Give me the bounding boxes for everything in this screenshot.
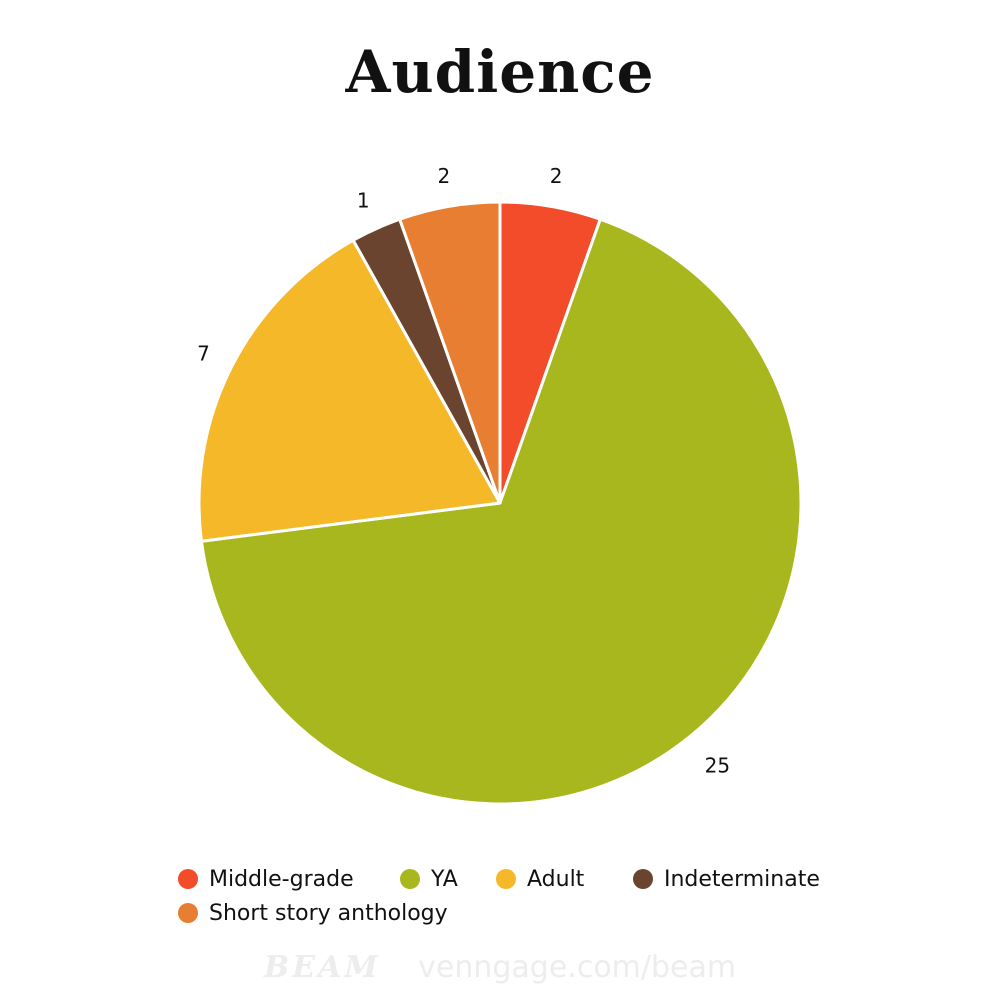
data-label-short-story-anthology: 2 bbox=[438, 164, 451, 188]
legend-label: YA bbox=[431, 866, 458, 892]
legend-row: Middle-grade YA Adult Indeterminate bbox=[178, 862, 878, 896]
chart-title: Audience bbox=[345, 38, 655, 106]
data-label-middle-grade: 2 bbox=[550, 164, 563, 188]
pie-slice-ya bbox=[199, 217, 803, 806]
brand-logo: BEAM bbox=[263, 950, 381, 985]
data-label-adult: 7 bbox=[197, 342, 210, 366]
legend-item-ya: YA bbox=[400, 867, 496, 892]
legend-item-short-story-anthology: Short story anthology bbox=[178, 901, 448, 926]
legend-swatch bbox=[178, 869, 198, 889]
footer-url: venngage.com/beam bbox=[418, 950, 737, 985]
legend: Middle-grade YA Adult Indeterminate Shor… bbox=[178, 862, 878, 930]
legend-swatch bbox=[400, 869, 420, 889]
data-label-ya: 25 bbox=[705, 754, 730, 778]
legend-swatch bbox=[496, 869, 516, 889]
legend-label: Middle-grade bbox=[209, 866, 354, 892]
footer-watermark: BEAM venngage.com/beam bbox=[0, 950, 1000, 985]
legend-label: Adult bbox=[527, 866, 585, 892]
legend-label: Indeterminate bbox=[664, 866, 820, 892]
data-label-indeterminate: 1 bbox=[357, 188, 370, 212]
pie-slice-short-story-anthology bbox=[398, 200, 502, 505]
legend-item-adult: Adult bbox=[496, 867, 633, 892]
legend-item-middle-grade: Middle-grade bbox=[178, 867, 400, 892]
pie-slice-adult bbox=[197, 238, 502, 543]
legend-swatch bbox=[178, 903, 198, 923]
legend-item-indeterminate: Indeterminate bbox=[633, 867, 820, 892]
legend-swatch bbox=[633, 869, 653, 889]
legend-label: Short story anthology bbox=[209, 900, 448, 926]
legend-row: Short story anthology bbox=[178, 896, 878, 930]
